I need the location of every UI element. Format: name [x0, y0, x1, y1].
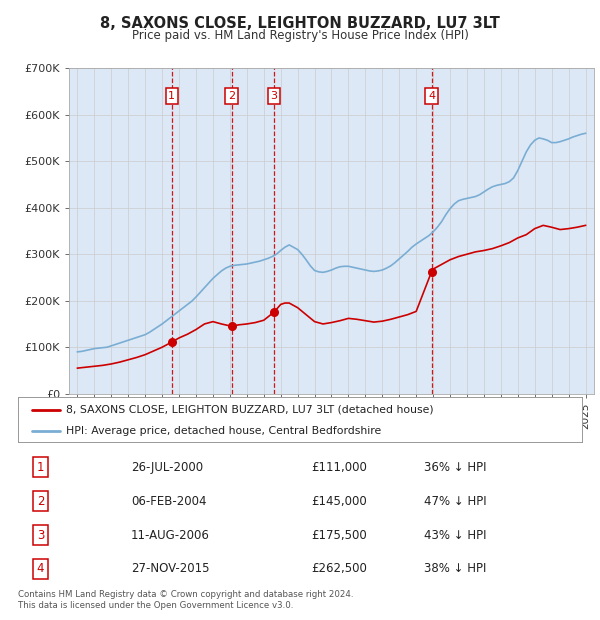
Text: Contains HM Land Registry data © Crown copyright and database right 2024.
This d: Contains HM Land Registry data © Crown c…: [18, 590, 353, 609]
Text: 43% ↓ HPI: 43% ↓ HPI: [424, 528, 487, 541]
Text: 2: 2: [37, 495, 44, 508]
Text: 4: 4: [428, 91, 435, 101]
Text: 2: 2: [228, 91, 235, 101]
Text: 8, SAXONS CLOSE, LEIGHTON BUZZARD, LU7 3LT: 8, SAXONS CLOSE, LEIGHTON BUZZARD, LU7 3…: [100, 16, 500, 30]
Text: HPI: Average price, detached house, Central Bedfordshire: HPI: Average price, detached house, Cent…: [66, 426, 381, 436]
Text: £145,000: £145,000: [311, 495, 367, 508]
Text: 1: 1: [168, 91, 175, 101]
Text: Price paid vs. HM Land Registry's House Price Index (HPI): Price paid vs. HM Land Registry's House …: [131, 29, 469, 42]
Text: £175,500: £175,500: [311, 528, 367, 541]
Text: 27-NOV-2015: 27-NOV-2015: [131, 562, 209, 575]
Text: 3: 3: [37, 528, 44, 541]
Text: 1: 1: [37, 461, 44, 474]
Text: 47% ↓ HPI: 47% ↓ HPI: [424, 495, 487, 508]
Text: 11-AUG-2006: 11-AUG-2006: [131, 528, 209, 541]
Text: 3: 3: [271, 91, 278, 101]
Text: £262,500: £262,500: [311, 562, 367, 575]
Text: 8, SAXONS CLOSE, LEIGHTON BUZZARD, LU7 3LT (detached house): 8, SAXONS CLOSE, LEIGHTON BUZZARD, LU7 3…: [66, 405, 434, 415]
Text: 26-JUL-2000: 26-JUL-2000: [131, 461, 203, 474]
Text: 4: 4: [37, 562, 44, 575]
Text: 36% ↓ HPI: 36% ↓ HPI: [424, 461, 487, 474]
Text: 06-FEB-2004: 06-FEB-2004: [131, 495, 206, 508]
Text: £111,000: £111,000: [311, 461, 367, 474]
Text: 38% ↓ HPI: 38% ↓ HPI: [424, 562, 487, 575]
